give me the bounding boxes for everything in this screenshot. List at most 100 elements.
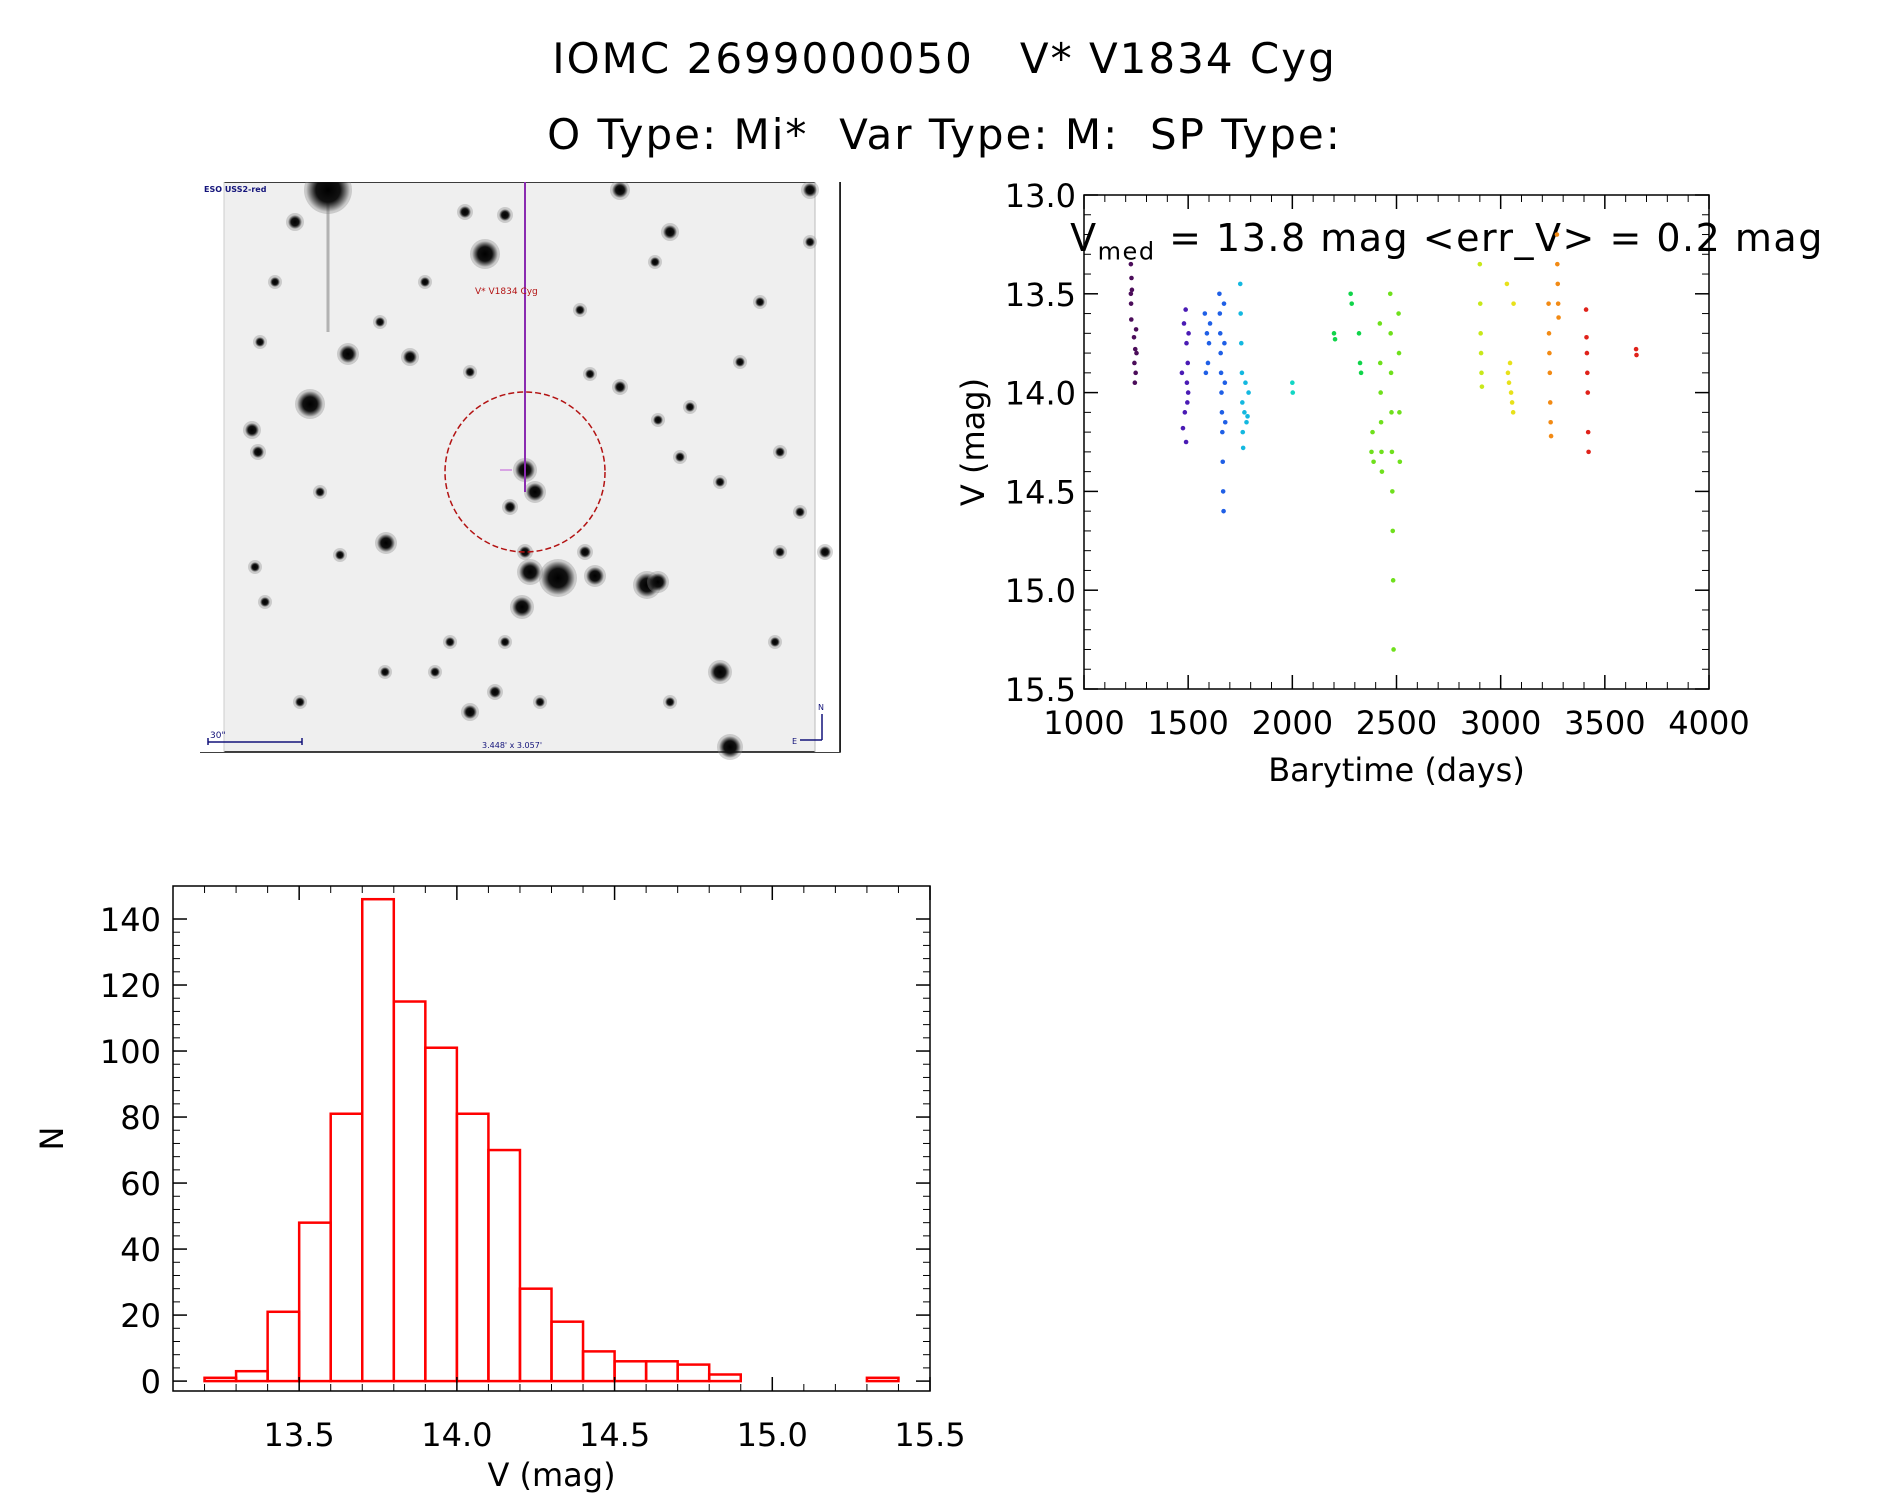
data-point: [1584, 334, 1589, 340]
data-point: [1633, 346, 1639, 352]
data-point: [1510, 410, 1516, 415]
star: [306, 182, 350, 212]
series-seg6: [1331, 291, 1364, 376]
star: [519, 546, 531, 558]
data-point: [1586, 449, 1591, 455]
data-point: [1185, 400, 1190, 405]
star: [585, 369, 595, 379]
data-point: [1634, 352, 1639, 358]
data-point: [1238, 340, 1244, 346]
star: [685, 402, 695, 412]
data-point: [1134, 350, 1139, 356]
data-point: [1220, 459, 1226, 465]
data-point: [1390, 578, 1396, 583]
star: [755, 297, 765, 307]
histogram-bar: [581, 1350, 616, 1383]
data-point: [1219, 390, 1224, 395]
histogram-bar: [424, 1046, 459, 1383]
star: [377, 534, 395, 552]
histogram-chart: 13.5 14.0 14.5 15.0 15.5 0 20 40 60 80 100 120 140 V …: [33, 885, 966, 1494]
data-point: [1238, 311, 1243, 316]
data-point: [1240, 400, 1245, 405]
star: [504, 501, 516, 513]
data-point: [1245, 414, 1250, 419]
star: [575, 305, 585, 315]
y-tick-label: 14.5: [1005, 473, 1076, 511]
series-seg11: [1583, 307, 1639, 455]
data-point: [1218, 350, 1223, 356]
survey-label: ESO USS2-red: [204, 185, 267, 194]
series-seg3: [1202, 291, 1228, 514]
sky-image-panel: ESO USS2-red V* V1834 Cyg 30" 3.448' x 3…: [200, 182, 841, 760]
data-point: [1331, 331, 1337, 336]
histogram-bar: [297, 1221, 332, 1383]
star: [614, 381, 626, 393]
star: [803, 183, 817, 197]
x-tick-label: 14.0: [421, 1416, 492, 1454]
plot-title-line2: O Type: Mi* Var Type: M: SP Type:: [547, 110, 1342, 159]
histogram-bar: [392, 1000, 427, 1383]
star: [665, 697, 675, 707]
data-point: [1555, 261, 1560, 267]
data-point: [1217, 331, 1223, 336]
y-tick-label: 20: [120, 1297, 161, 1335]
histogram-bar: [455, 1112, 490, 1383]
data-point: [1509, 400, 1515, 405]
star: [675, 452, 685, 462]
star: [297, 391, 323, 417]
x-tick-label: 2000: [1252, 704, 1333, 742]
data-point: [1185, 390, 1191, 395]
star: [500, 637, 510, 647]
star: [795, 507, 805, 517]
y-tick-label: 40: [120, 1231, 161, 1269]
series-seg8: [1477, 261, 1485, 389]
y-tick-label: 15.0: [1005, 572, 1076, 610]
data-point: [1132, 346, 1138, 352]
scale-label: 30": [210, 731, 226, 741]
data-point: [1585, 429, 1591, 435]
x-tick-label: 1500: [1147, 704, 1228, 742]
lightcurve-chart: 1000 1500 2000 2500 3000 3500 4000 13.0 13.5 14.0…: [954, 177, 1750, 789]
data-point: [1207, 321, 1213, 326]
data-point: [1222, 380, 1228, 386]
data-point: [1377, 321, 1383, 326]
histogram-bar: [865, 1376, 900, 1383]
data-point: [1240, 429, 1246, 435]
data-point: [1205, 360, 1211, 366]
data-point: [1128, 261, 1134, 267]
star: [735, 357, 745, 367]
histogram-bar: [676, 1363, 711, 1383]
lightcurve-axes-box: [1083, 194, 1710, 690]
star: [805, 237, 815, 247]
series-seg2: [1179, 307, 1191, 445]
data-point: [1349, 301, 1355, 306]
star: [472, 241, 498, 267]
x-axis-label: Barytime (days): [1268, 751, 1525, 789]
data-point: [1371, 459, 1376, 465]
star: [430, 667, 440, 677]
data-point: [1182, 410, 1188, 415]
data-point: [1219, 410, 1225, 415]
data-point: [1370, 429, 1375, 435]
data-point: [1133, 370, 1138, 376]
data-point: [1128, 301, 1134, 306]
data-point: [1180, 425, 1186, 431]
data-point: [1185, 360, 1191, 366]
series-seg4: [1237, 281, 1251, 451]
data-point: [1222, 340, 1227, 346]
field-size-label: 3.448' x 3.057': [482, 741, 542, 750]
data-point: [1184, 380, 1190, 386]
y-tick-label: 13.5: [1005, 276, 1076, 314]
star: [403, 350, 417, 364]
data-point: [1548, 433, 1554, 439]
y-tick-label: 140: [100, 901, 161, 939]
data-point: [1391, 647, 1396, 652]
data-point: [1379, 449, 1384, 455]
y-tick-label: 14.0: [1005, 375, 1076, 413]
data-point: [1202, 311, 1208, 316]
star: [295, 697, 305, 707]
data-point: [1479, 384, 1485, 389]
star: [260, 597, 270, 607]
data-point: [1477, 301, 1483, 306]
data-point: [1222, 419, 1228, 425]
